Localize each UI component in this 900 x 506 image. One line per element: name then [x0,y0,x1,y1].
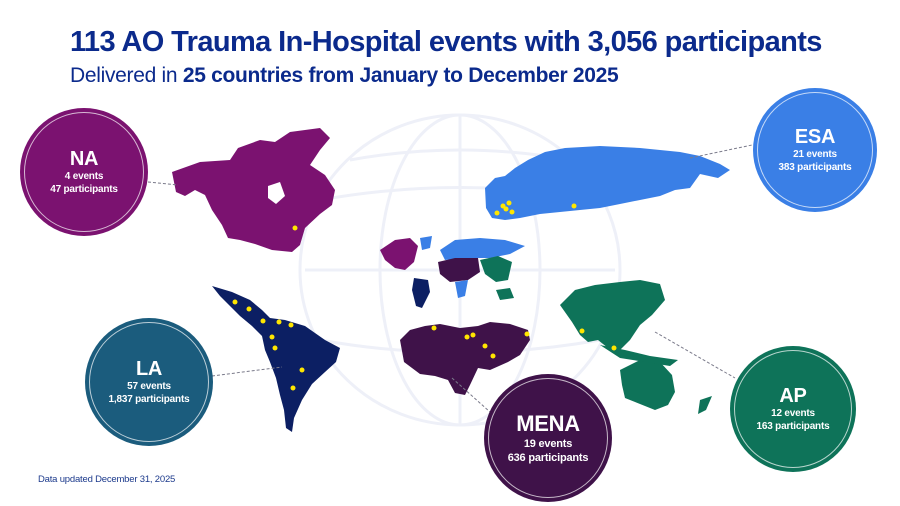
mini-world-map [380,236,525,308]
map-mena [400,322,530,395]
region-bubble-la: LA 57 events 1,837 participants [85,318,213,446]
region-code: MENA [516,411,580,436]
region-events: 57 events [127,381,171,392]
region-bubble-mena: MENA 19 events 636 participants [484,374,612,502]
subtitle-prefix: Delivered in [70,64,183,87]
region-events: 21 events [793,149,837,160]
region-events: 12 events [771,408,815,419]
region-participants: 47 participants [50,184,118,195]
subtitle-highlight: 25 countries from January to December 20… [182,64,619,87]
region-bubble-na: NA 4 events 47 participants [20,108,148,236]
map-north-america [172,128,335,252]
region-code: ESA [794,126,836,148]
page-title: 113 AO Trauma In-Hospital events with 3,… [70,26,822,58]
region-participants: 636 participants [507,452,589,464]
map-europe-central-asia [485,146,730,220]
region-participants: 1,837 participants [108,394,190,405]
region-participants: 383 participants [778,162,852,173]
map-latin-america [212,286,340,432]
map-asia-pacific [560,280,712,414]
region-bubble-esa: ESA 21 events 383 participants [753,88,877,212]
page-subtitle: Delivered in 25 countries from January t… [70,64,619,88]
region-bubble-ap: AP 12 events 163 participants [730,346,856,472]
connector-lines [147,144,753,413]
region-code: LA [135,358,163,380]
region-code: AP [779,385,807,407]
region-events: 19 events [523,438,573,450]
region-participants: 163 participants [756,421,830,432]
region-events: 4 events [64,171,104,182]
region-code: NA [69,148,99,170]
data-updated-note: Data updated December 31, 2025 [38,474,176,485]
